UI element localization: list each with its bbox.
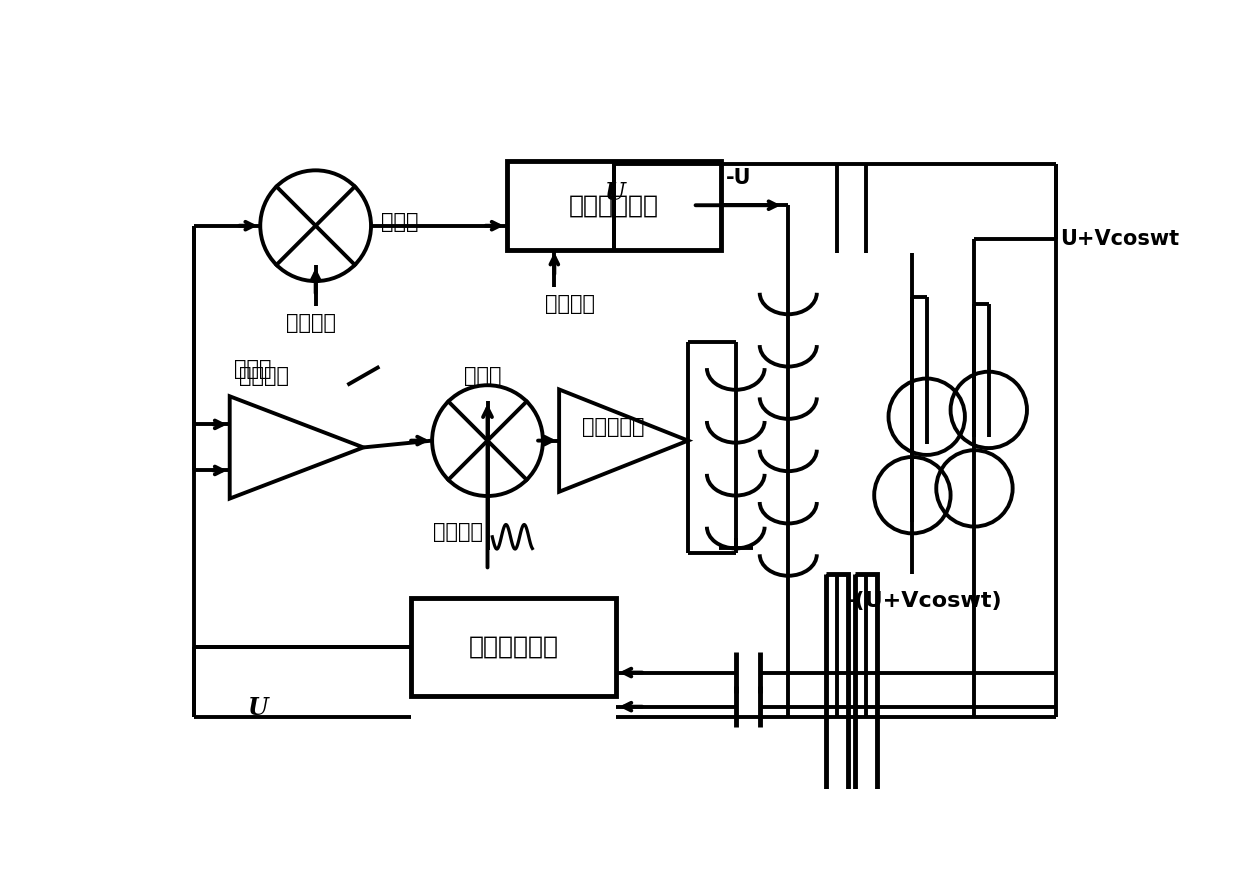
Text: 零偏电压: 零偏电压 [544,294,595,314]
Text: 直流放大模块: 直流放大模块 [569,193,658,217]
Bar [826,573,848,886]
Text: 功率放大器: 功率放大器 [582,417,645,437]
Text: 扫描信号: 扫描信号 [239,366,289,385]
Text: 乘法器: 乘法器 [381,213,418,232]
Text: U: U [604,182,624,206]
Bar [856,573,877,886]
Text: 温度补偿: 温度补偿 [286,313,336,333]
Text: 混频器: 混频器 [464,366,501,386]
Text: U+Vcoswt: U+Vcoswt [1060,229,1179,249]
Text: 比较器: 比较器 [234,359,272,379]
Bar [412,597,616,696]
Text: 幅度检测模块: 幅度检测模块 [469,635,559,659]
Text: 射频信号: 射频信号 [433,522,482,541]
Text: U: U [247,696,268,720]
Text: -U: -U [727,168,751,188]
Bar [507,161,722,250]
Text: -(U+Vcoswt): -(U+Vcoswt) [846,591,1002,611]
